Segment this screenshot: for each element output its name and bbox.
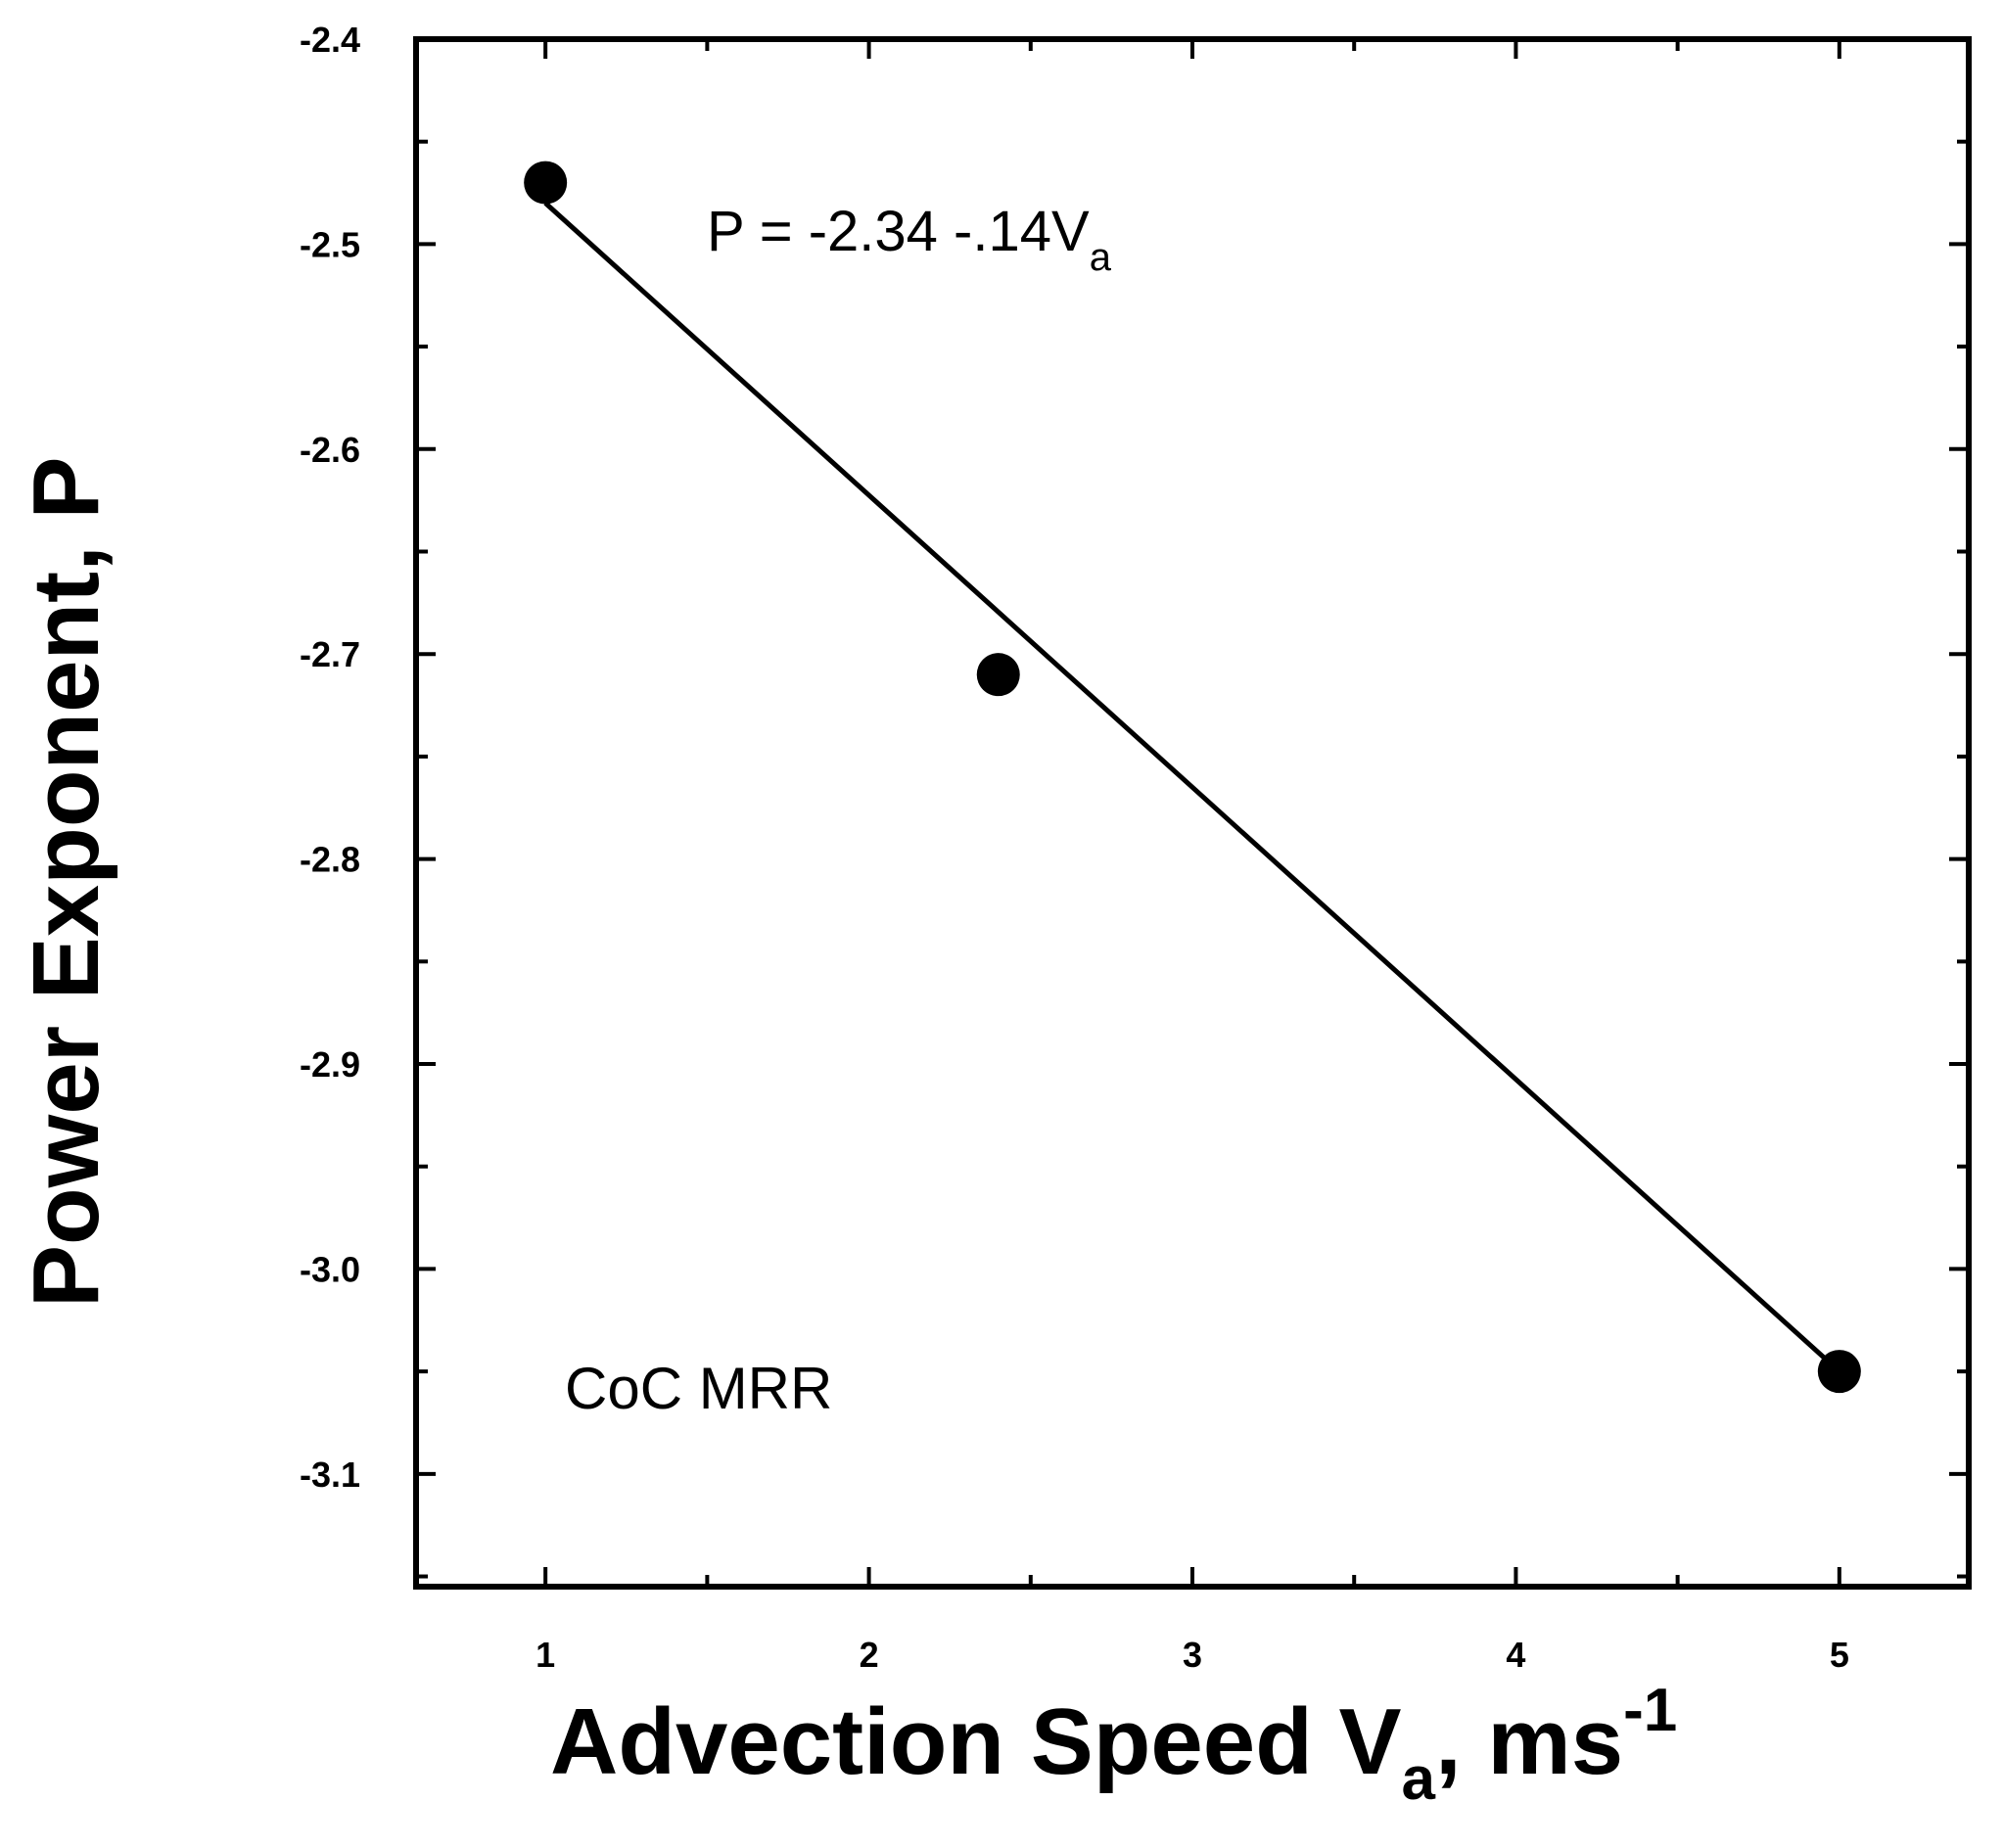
x-axis-title-sub: a [1402, 1745, 1436, 1813]
fit-line-group [543, 201, 1841, 1373]
data-point [1817, 1350, 1861, 1394]
x-tick-label: 5 [1830, 1635, 1849, 1675]
data-point [524, 161, 568, 205]
regression-line [543, 201, 1841, 1373]
equation-annotation: P = -2.34 -.14Va [707, 200, 1112, 279]
x-tick-label: 4 [1506, 1635, 1525, 1675]
y-tick-label: -3.1 [300, 1455, 360, 1495]
y-tick-label: -3.0 [300, 1249, 360, 1289]
y-axis-title: Power Exponent, P [14, 457, 118, 1308]
equation-main: P = -2.34 -.14V [707, 200, 1090, 263]
x-axis-title-unit: , ms [1435, 1689, 1623, 1794]
ticks [416, 37, 1969, 1587]
x-tick-label: 2 [860, 1635, 879, 1675]
equation-subscript: a [1090, 236, 1112, 279]
tick-labels: 1 2 3 4 5 -2.4 -2.5 -2.6 -2.7 -2.8 -2.9 -3.0 -3.1 [300, 20, 1849, 1675]
y-tick-label: -2.8 [300, 840, 360, 880]
y-tick-label: -2.9 [300, 1044, 360, 1085]
dataset-label: CoC MRR [565, 1356, 832, 1421]
y-tick-label: -2.7 [300, 634, 360, 674]
y-tick-label: -2.5 [300, 224, 360, 264]
x-axis-title-main: Advection Speed V [550, 1689, 1402, 1794]
y-tick-label: -2.4 [300, 20, 360, 60]
y-tick-label: -2.6 [300, 430, 360, 470]
plot-frame [413, 36, 1972, 1590]
x-tick-label: 1 [536, 1635, 555, 1675]
x-tick-label: 3 [1183, 1635, 1202, 1675]
x-axis-title: Advection Speed Va, ms-1 [550, 1677, 1677, 1813]
data-points [524, 161, 1861, 1394]
data-point [976, 653, 1020, 697]
x-axis-title-sup: -1 [1623, 1677, 1677, 1744]
